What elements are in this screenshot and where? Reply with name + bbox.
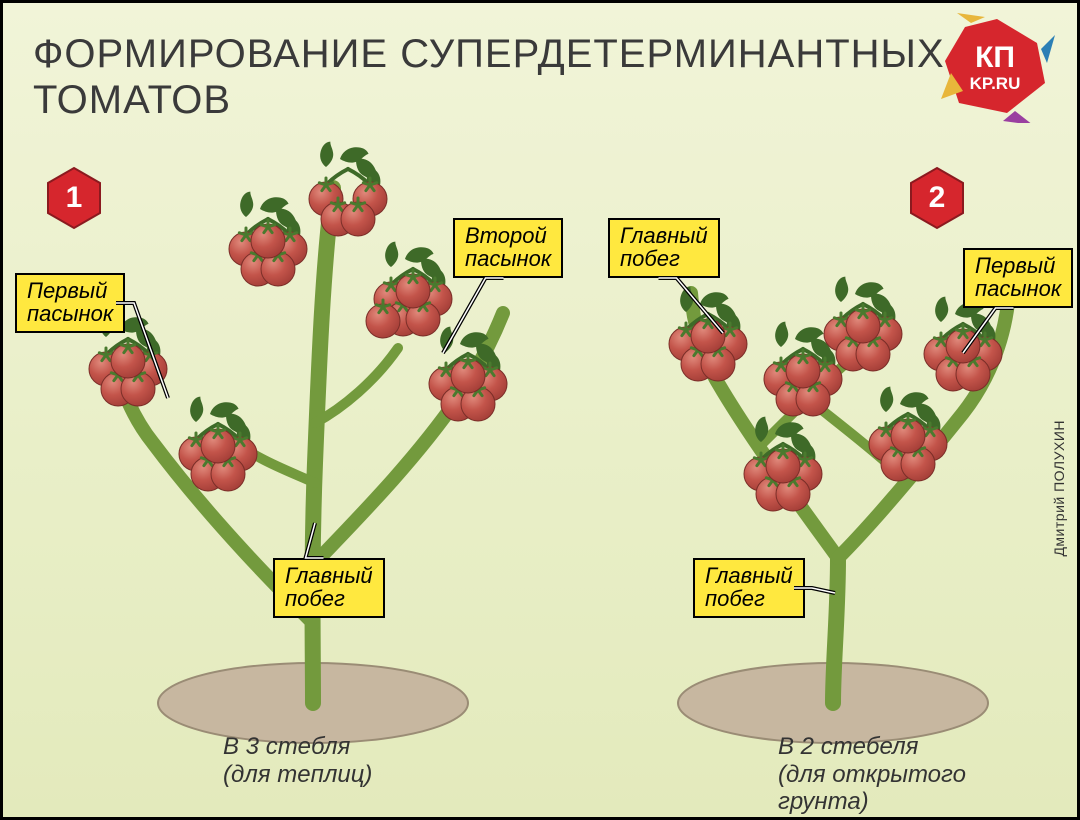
callout-label: Второй пасынок xyxy=(453,218,563,278)
plants-layer xyxy=(3,3,1080,820)
callout-label: Главный побег xyxy=(608,218,720,278)
panel-number: 1 xyxy=(66,181,83,215)
callout-label: Главный побег xyxy=(273,558,385,618)
callout-label: Первый пасынок xyxy=(15,273,125,333)
panel-number-badge: 2 xyxy=(908,166,966,230)
panel-number-badge: 1 xyxy=(45,166,103,230)
callout-label: Первый пасынок xyxy=(963,248,1073,308)
panel-caption: В 3 стебля (для теплиц) xyxy=(223,733,372,788)
panel-caption: В 2 стебеля (для открытого грунта) xyxy=(778,733,966,816)
infographic-frame: ФОРМИРОВАНИЕ СУПЕРДЕТЕРМИНАНТНЫХ ТОМАТОВ… xyxy=(0,0,1080,820)
callout-label: Главный побег xyxy=(693,558,805,618)
author-credit: Дмитрий ПОЛУХИН xyxy=(1051,420,1067,557)
panel-number: 2 xyxy=(929,181,946,215)
